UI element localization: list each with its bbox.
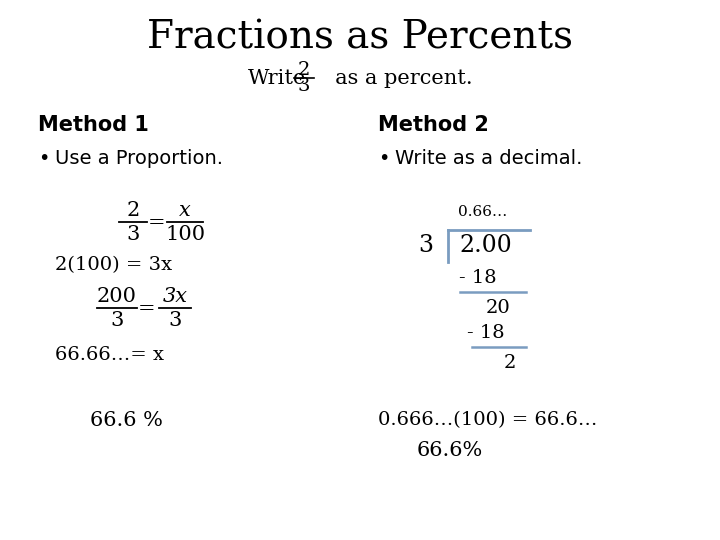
Text: 3: 3	[126, 225, 140, 244]
Text: 2: 2	[298, 61, 310, 79]
Text: 3: 3	[110, 310, 124, 329]
Text: =: =	[148, 213, 166, 232]
Text: Write as a decimal.: Write as a decimal.	[395, 148, 582, 167]
Text: Method 2: Method 2	[378, 115, 489, 135]
Text: 2(100) = 3x: 2(100) = 3x	[55, 256, 172, 274]
Text: 3: 3	[418, 234, 433, 258]
Text: 2.00: 2.00	[459, 234, 513, 258]
Text: - 18: - 18	[459, 269, 497, 287]
Text: Method 1: Method 1	[38, 115, 149, 135]
Text: =: =	[138, 299, 156, 318]
Text: 3: 3	[298, 77, 310, 95]
Text: 66.66…= x: 66.66…= x	[55, 346, 164, 364]
Text: x: x	[179, 200, 191, 219]
Text: 100: 100	[165, 225, 205, 244]
Text: Write: Write	[248, 69, 307, 87]
Text: 200: 200	[97, 287, 137, 306]
Text: - 18: - 18	[467, 324, 505, 342]
Text: •: •	[378, 148, 390, 167]
Text: as a percent.: as a percent.	[322, 69, 472, 87]
Text: 2: 2	[127, 200, 140, 219]
Text: •: •	[38, 148, 50, 167]
Text: 3x: 3x	[163, 287, 187, 306]
Text: 3: 3	[168, 310, 181, 329]
Text: 20: 20	[485, 299, 510, 317]
Text: 2: 2	[504, 354, 516, 372]
Text: Use a Proportion.: Use a Proportion.	[55, 148, 223, 167]
Text: Fractions as Percents: Fractions as Percents	[147, 19, 573, 57]
Text: 66.6 %: 66.6 %	[90, 410, 163, 429]
Text: 0.666…(100) = 66.6…: 0.666…(100) = 66.6…	[378, 411, 598, 429]
Text: 66.6%: 66.6%	[417, 441, 483, 460]
Text: 0.66…: 0.66…	[459, 205, 508, 219]
